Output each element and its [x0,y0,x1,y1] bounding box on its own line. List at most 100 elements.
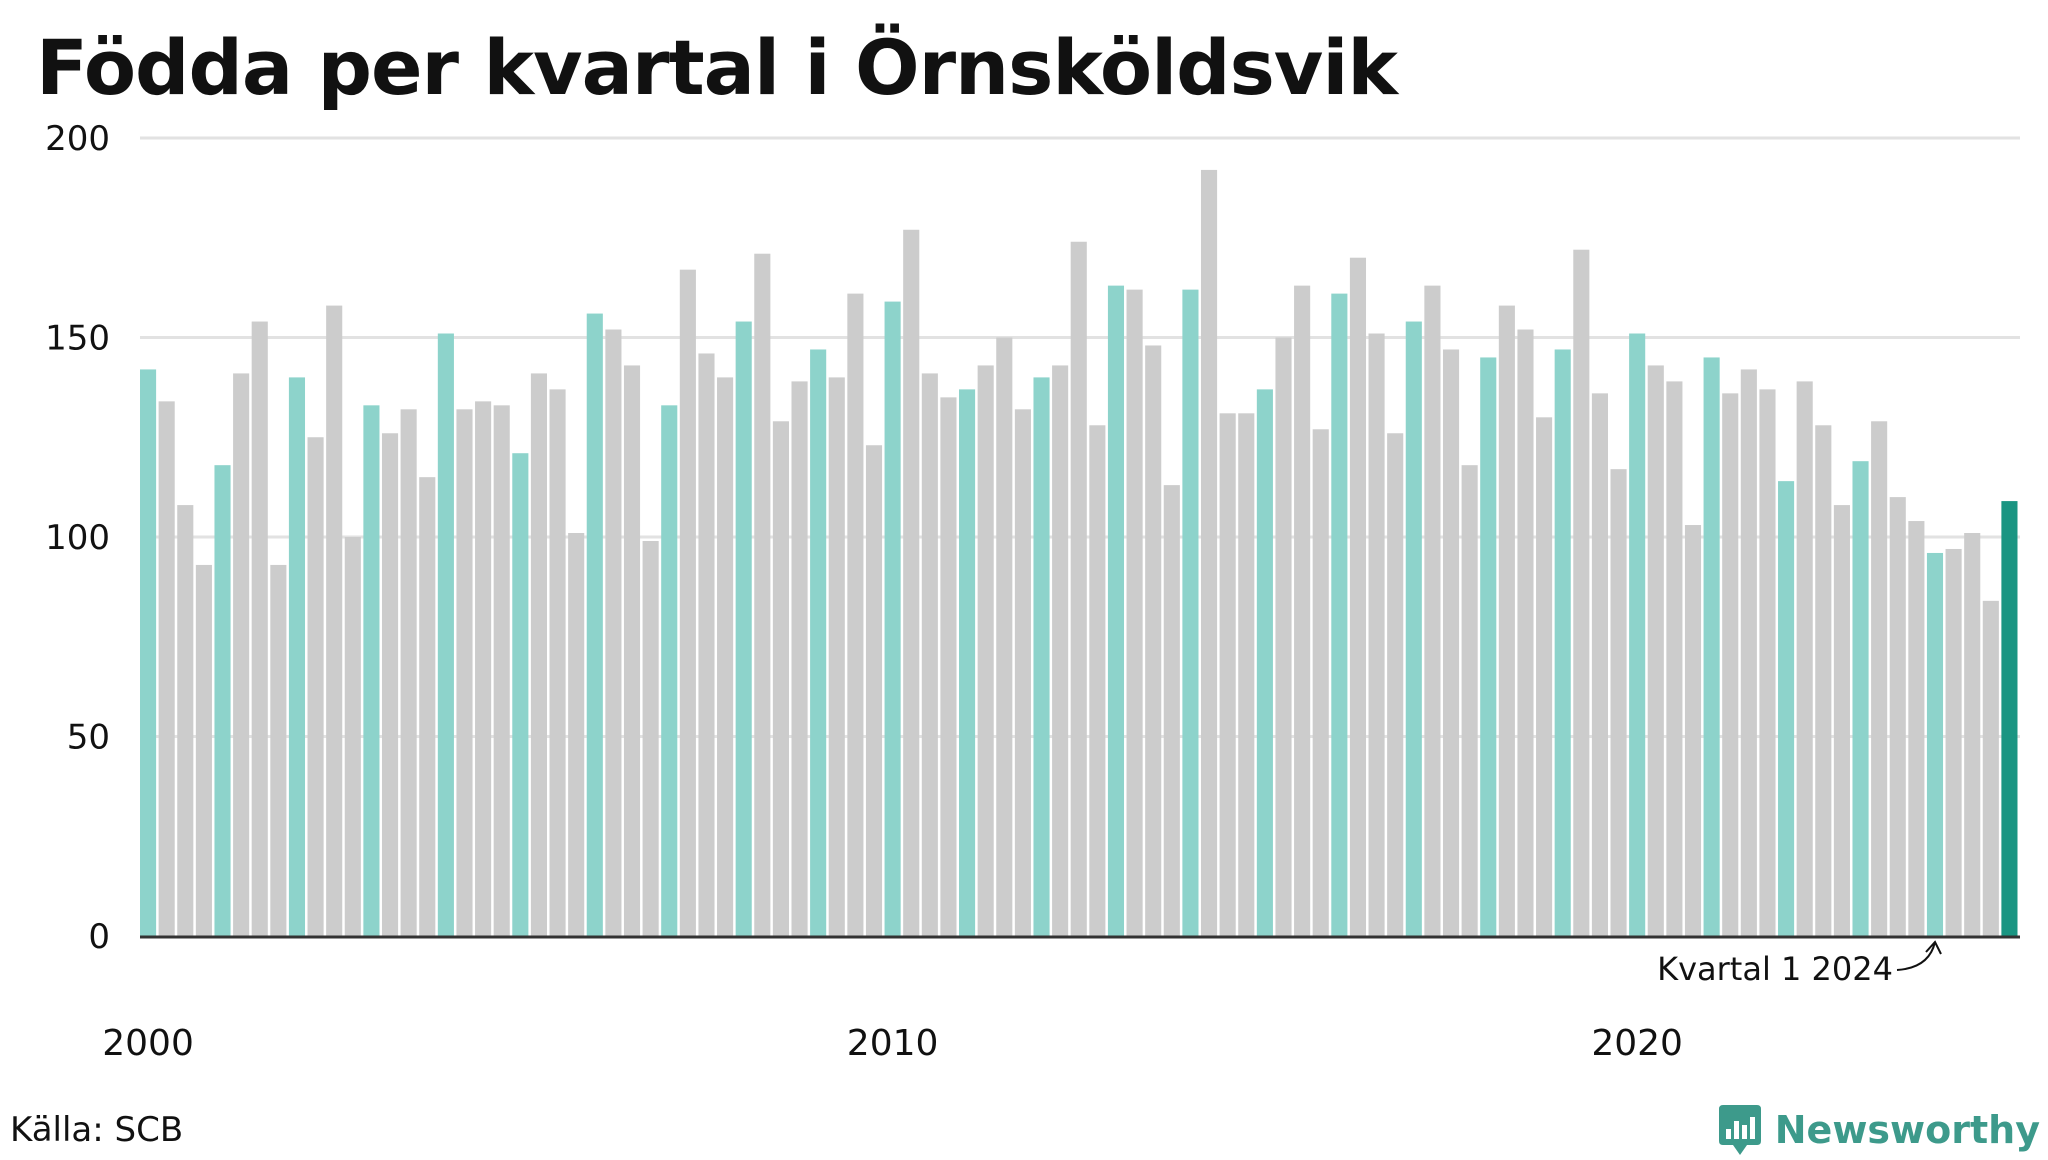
bar [1256,389,1273,936]
bar [419,477,436,936]
brand-logo: Newsworthy [1717,1100,2040,1160]
bar [140,369,157,936]
bar [400,409,417,936]
x-tick-label: 2000 [102,1023,194,1064]
bar [344,537,361,936]
newsworthy-chart-bubble-icon [1718,1105,1761,1155]
bar [1778,481,1795,936]
bar [1629,333,1646,936]
chart-title: Födda per kvartal i Örnsköldsvik [36,23,1398,112]
y-tick-label: 0 [88,917,110,957]
bar [475,401,492,937]
bar [921,373,938,936]
bar [791,381,808,936]
bar [586,313,603,936]
bar [1387,433,1404,936]
bar [642,540,659,936]
bar [307,437,324,936]
y-tick-label: 150 [45,319,110,359]
bar [288,377,306,936]
bar [865,445,883,936]
bar [1982,600,1999,936]
bar [1759,389,1776,936]
bar [1722,393,1739,936]
bar [1573,249,1590,937]
bar [698,353,715,937]
bar [1294,285,1311,936]
bar [1331,293,1348,936]
bar [1536,417,1553,936]
bar [233,373,250,936]
bar [456,409,473,936]
bar [270,564,287,936]
bar [1815,425,1832,936]
bar [1461,465,1478,936]
x-tick-label: 2020 [1591,1023,1683,1064]
bar [1107,285,1125,936]
bar [493,405,510,937]
bar [1498,305,1515,937]
bar [381,433,399,936]
y-tick-label: 50 [67,718,110,758]
bar [1163,485,1180,936]
x-tick-labels: 2000 2010 2020 [102,1023,1683,1064]
bar [1405,321,1422,936]
bar [1945,548,1962,936]
bar [661,405,678,937]
y-tick-label: 200 [45,119,110,159]
bar [1014,409,1031,936]
bar [251,321,268,936]
bar [1145,345,1162,937]
brand-name: Newsworthy [1774,1108,2040,1152]
bar [1926,552,1944,936]
bar [847,293,864,936]
bar [717,377,734,936]
bar [214,465,231,936]
bars [140,169,2018,937]
annotation: Kvartal 1 2024 [1657,940,1942,988]
bar [1647,365,1664,936]
bar [1964,533,1981,936]
bar [828,377,845,936]
x-tick-label: 2010 [847,1023,939,1064]
bar [1871,421,1888,936]
bar [1666,381,1683,936]
bar [1089,425,1106,936]
bar [903,229,920,936]
bar [1275,337,1292,936]
bar [1889,497,1906,936]
bar [1591,393,1608,936]
bar [1219,413,1236,936]
bar [1833,505,1850,936]
bar [158,401,175,937]
annotation-arrow [1896,940,1942,971]
bar [679,269,696,936]
bar [1424,285,1441,936]
bar [623,365,641,936]
y-tick-labels: 0 50 100 150 200 [45,119,110,957]
bar [195,564,212,936]
bar [772,421,789,936]
bar [959,389,976,936]
bar [326,305,343,937]
bar [1442,349,1460,937]
y-tick-label: 100 [45,518,110,558]
bar [1052,365,1069,936]
source-label: Källa: SCB [10,1110,184,1150]
bar [1796,381,1813,936]
bar [1610,469,1627,936]
bar [884,301,901,937]
bar [1368,333,1385,936]
bar [512,453,529,936]
bar [1126,289,1143,936]
bar-latest [2001,501,2018,936]
bar [1703,357,1720,936]
bar [437,333,454,936]
bar [1740,369,1757,936]
bar [996,337,1013,936]
bar [363,405,380,937]
bar [1684,525,1702,936]
bar [1200,169,1218,937]
bar [1312,429,1329,936]
